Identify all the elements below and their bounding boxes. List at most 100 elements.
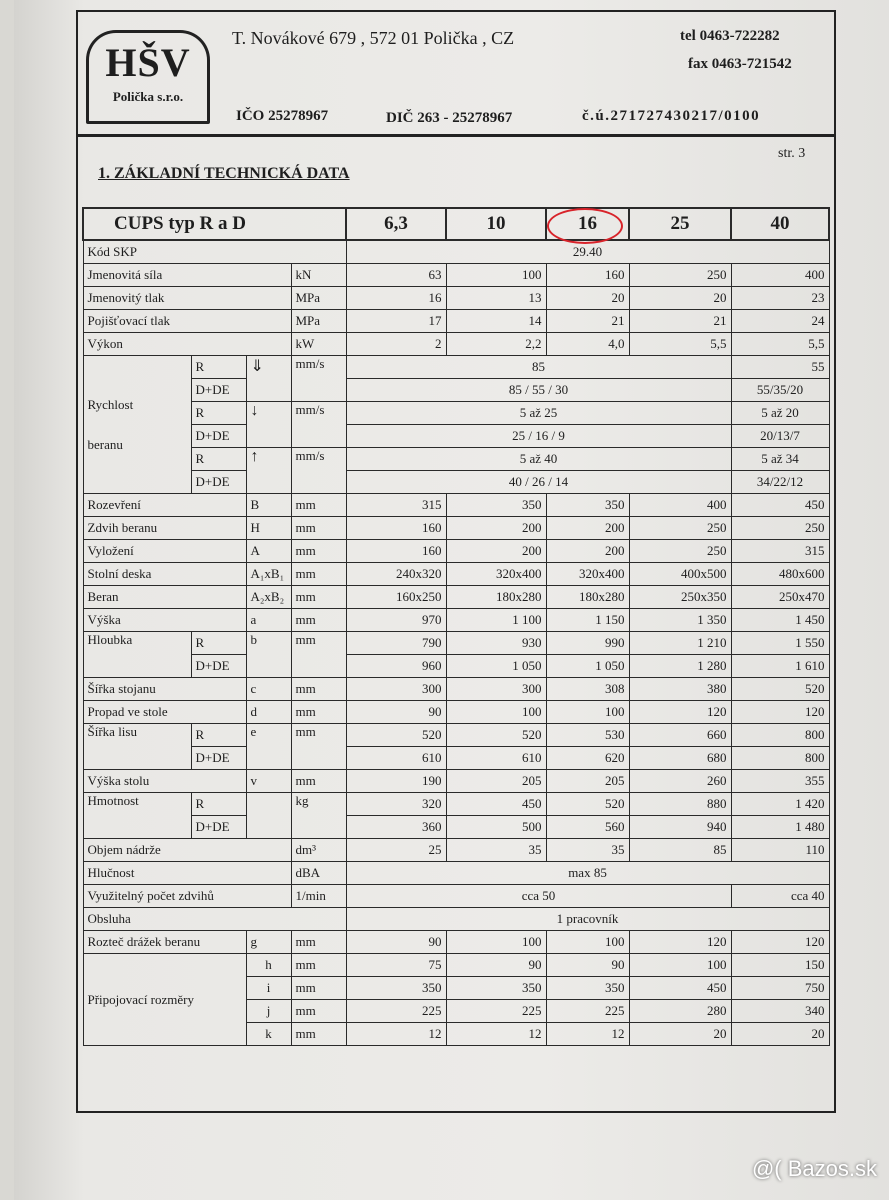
table-row: R ↓ mm/s 5 až 25 5 až 20 [83,401,830,448]
value-cell: 560 [545,815,630,839]
value-cell: 25 [345,838,447,862]
value-cell: 660 [628,723,732,747]
variant-cell: R [190,355,247,379]
row-label: Hmotnost [82,792,192,839]
value-cell: 320x400 [545,562,630,586]
value-cell: 21 [545,309,630,333]
company-address: T. Novákové 679 , 572 01 Polička , CZ [232,28,515,48]
value-cell: 12 [345,1022,447,1046]
symbol-cell: h [245,953,292,977]
value-cell: 930 [445,631,547,655]
symbol-cell: k [245,1022,292,1046]
table-row: CUPS typ R a D 6,3 10 16 25 40 [81,207,831,241]
unit-cell: mm [290,677,347,701]
value-cell: 100 [445,930,547,954]
row-label: Vyložení [82,539,247,563]
value-cell: 260 [628,769,732,793]
table-row: D+DE 85 / 55 / 30 55/35/20 [83,378,830,402]
row-label: Výška stolu [82,769,247,793]
value-cell: 20/13/7 [730,424,830,448]
symbol-cell: A [245,539,292,563]
value-cell: 450 [628,976,732,1000]
fax: fax 0463-721542 [688,56,792,72]
row-label: Šířka stojanu [82,677,247,701]
symbol-cell: j [245,999,292,1023]
dic-number: DIČ 263 - 25278967 [386,110,513,126]
value-cell: 1 610 [730,654,830,678]
value-cell: 40 / 26 / 14 [345,470,732,494]
bank-account: č.ú.271727430217/0100 [582,108,761,124]
value-cell: 55 [730,355,830,379]
row-label: Využitelný počet zdvihů [82,884,292,908]
value-cell: 250 [730,516,830,540]
value-cell: 12 [445,1022,547,1046]
value-cell: 480x600 [730,562,830,586]
value-cell: 355 [730,769,830,793]
value-cell: 500 [445,815,547,839]
variant-cell: D+DE [190,424,247,448]
symbol-cell: e [245,723,292,770]
table-row: D+DE 360 500 560 940 1 480 [83,815,830,839]
unit-cell: MPa [290,286,347,310]
value-cell: 1 050 [445,654,547,678]
value-cell: 1 280 [628,654,732,678]
value-cell: 400 [730,263,830,287]
symbol-cell: A₁xB₁ [245,562,292,586]
variant-cell: D+DE [190,470,247,494]
unit-cell: mm [290,585,347,609]
value-cell: 990 [545,631,630,655]
table-row: Výška stolu v mm 190 205 205 260 355 [82,769,830,793]
value-cell: 21 [628,309,732,333]
table-row: D+DE 960 1 050 1 050 1 280 1 610 [83,654,830,678]
value-cell: 160x250 [345,585,447,609]
value-cell: 1 100 [445,608,547,632]
value-cell: 250 [628,539,732,563]
variant-cell: R [190,631,247,655]
symbol-cell: A₂xB₂ [245,585,292,609]
unit-cell: mm/s [290,355,347,402]
value-cell: 12 [545,1022,630,1046]
value-cell: 250 [628,516,732,540]
value-cell: max 85 [345,861,830,885]
value-cell: 85 [628,838,732,862]
value-cell: cca 50 [345,884,732,908]
value-cell: 63 [345,263,447,287]
table-row: D+DE 25 / 16 / 9 20/13/7 [83,424,830,448]
unit-cell: dBA [290,861,347,885]
unit-cell: mm [290,930,347,954]
value-cell: 160 [345,516,447,540]
header-divider [76,134,836,137]
value-cell: 100 [445,263,547,287]
value-cell: 380 [628,677,732,701]
table-row: Objem nádrže dm³ 25 35 35 85 110 [82,838,830,862]
unit-cell: mm [290,700,347,724]
unit-cell: mm [290,1022,347,1046]
value-cell: 800 [730,746,830,770]
row-label: Propad ve stole [82,700,247,724]
label-line: beranu [87,436,123,452]
value-cell: 5 až 34 [730,447,830,471]
unit-cell: mm/s [290,401,347,448]
value-cell: 225 [445,999,547,1023]
value-cell: 350 [445,493,547,517]
value-cell: 35 [445,838,547,862]
table-row: Výkon kW 2 2,2 4,0 5,5 5,5 [82,332,830,356]
value-cell: 1 550 [730,631,830,655]
value-cell: 350 [545,493,630,517]
row-label: Kód SKP [82,239,347,264]
value-cell: 610 [445,746,547,770]
table-row: D+DE 40 / 26 / 14 34/22/12 [83,470,830,494]
unit-cell: dm³ [290,838,347,862]
value-cell: 520 [345,723,447,747]
unit-cell: mm [290,953,347,977]
value-cell: 320 [345,792,447,816]
table-row: D+DE 610 610 620 680 800 [83,746,830,770]
value-cell: 320x400 [445,562,547,586]
unit-cell: mm [290,608,347,632]
value-cell: 315 [730,539,830,563]
value-cell: 5,5 [730,332,830,356]
value-cell: 400x500 [628,562,732,586]
value-cell: 160 [345,539,447,563]
